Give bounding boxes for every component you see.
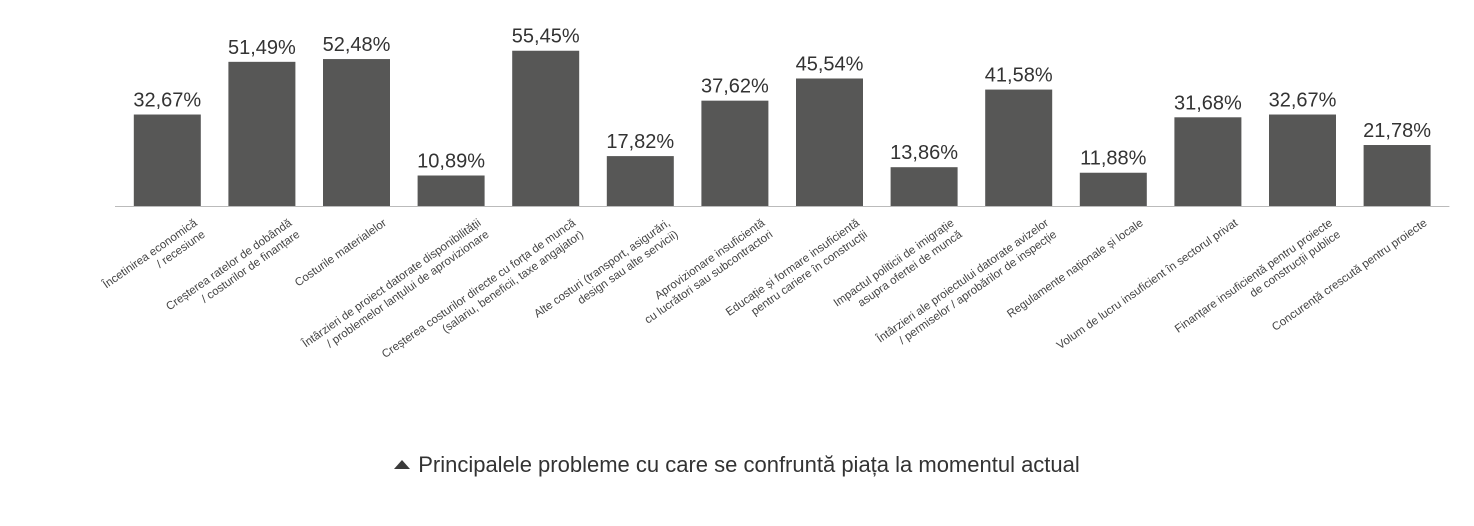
data-label-11: 11,88% <box>1080 148 1147 170</box>
bar-11 <box>1079 172 1147 206</box>
bar-4 <box>417 175 485 206</box>
category-label-13: Finanțare insuficientă pentru proiectede… <box>1173 217 1343 347</box>
chart-caption: Principalele probleme cu care se confrun… <box>0 452 1474 478</box>
bar-8 <box>796 78 863 206</box>
bar-2 <box>228 61 296 206</box>
category-label-line: Concurență crescută pentru proiecte <box>1270 217 1429 334</box>
data-label-8: 45,54% <box>796 53 864 75</box>
data-label-5: 55,45% <box>512 26 580 48</box>
bar-7 <box>701 100 769 206</box>
bar-10 <box>985 89 1053 206</box>
category-label-line: Costurile materialelor <box>293 217 389 289</box>
bar-5 <box>512 50 580 206</box>
bar-chart: 32,67%Încetinirea economică/ recesiune51… <box>100 26 1450 361</box>
data-label-14: 21,78% <box>1363 120 1431 142</box>
category-label-10: Întârzieri ale proiectului datorate aviz… <box>874 216 1060 357</box>
category-label-line: Întârzieri de proiect datorate disponibi… <box>299 216 483 350</box>
bar-1 <box>133 114 201 206</box>
category-label-14: Concurență crescută pentru proiecte <box>1270 217 1429 334</box>
data-label-7: 37,62% <box>701 76 769 98</box>
data-label-3: 52,48% <box>323 34 391 56</box>
data-label-2: 51,49% <box>228 37 296 59</box>
bar-3 <box>323 59 390 206</box>
data-label-4: 10,89% <box>417 151 485 173</box>
data-label-12: 31,68% <box>1174 92 1242 114</box>
category-label-line: Finanțare insuficientă pentru proiecte <box>1173 217 1335 335</box>
bar-13 <box>1269 114 1336 206</box>
caption-text: Principalele probleme cu care se confrun… <box>418 452 1080 477</box>
data-label-10: 41,58% <box>985 65 1053 87</box>
bar-6 <box>606 156 674 206</box>
data-label-6: 17,82% <box>606 131 674 153</box>
bar-14 <box>1363 145 1431 206</box>
bar-9 <box>890 167 958 206</box>
category-label-3: Costurile materialelor <box>293 217 389 289</box>
bar-12 <box>1174 117 1242 206</box>
data-label-13: 32,67% <box>1269 90 1337 112</box>
category-label-12: Volum de lucru insuficient în sectorul p… <box>1055 217 1241 352</box>
data-label-1: 32,67% <box>133 90 201 112</box>
category-label-line: Volum de lucru insuficient în sectorul p… <box>1055 217 1241 352</box>
data-label-9: 13,86% <box>890 142 958 164</box>
triangle-up-icon <box>394 460 411 469</box>
